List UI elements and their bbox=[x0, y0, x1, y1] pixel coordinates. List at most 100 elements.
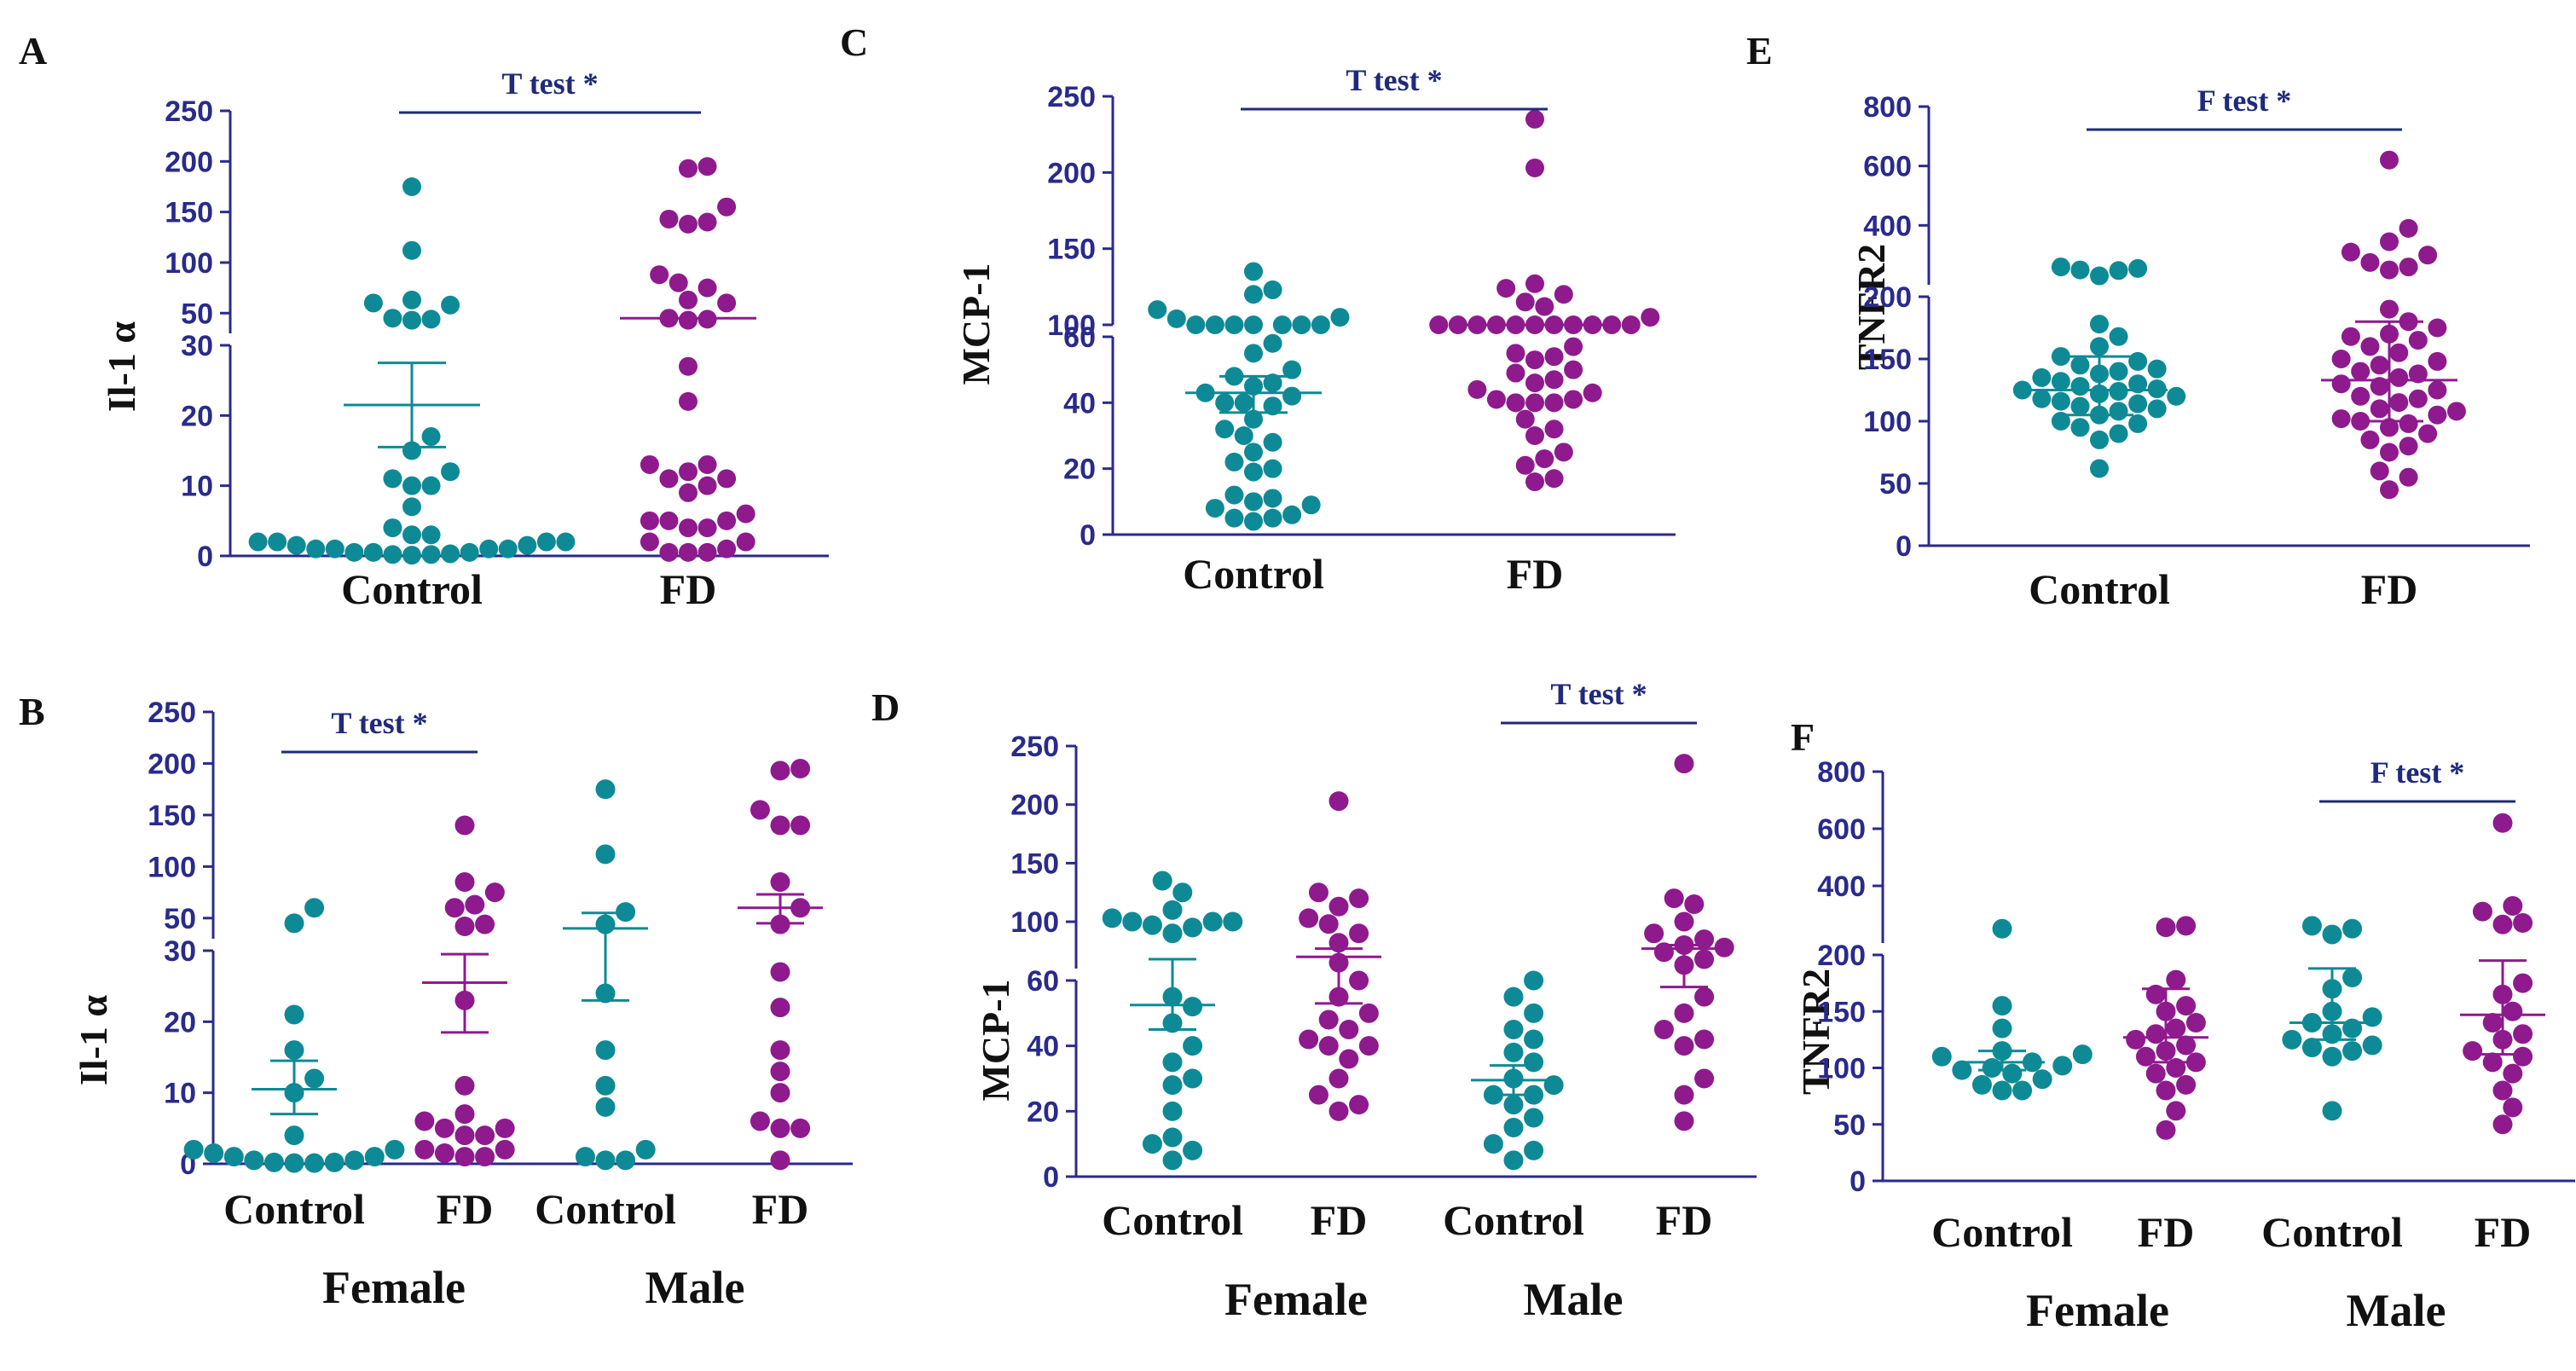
y-tick-label: 50 bbox=[1833, 1109, 1866, 1142]
data-point bbox=[2380, 232, 2399, 252]
data-point bbox=[2176, 996, 2197, 1016]
data-point bbox=[790, 1118, 811, 1138]
data-point bbox=[479, 539, 499, 558]
data-point bbox=[1503, 1042, 1524, 1062]
data-point bbox=[635, 1139, 656, 1160]
data-point bbox=[1524, 1052, 1544, 1073]
data-point bbox=[1142, 1134, 1162, 1154]
y-tick-label: 0 bbox=[197, 541, 213, 573]
data-point bbox=[1544, 393, 1564, 413]
data-point bbox=[495, 1139, 515, 1160]
data-point bbox=[1467, 379, 1487, 399]
y-axis-label: MCP-1 bbox=[974, 979, 1017, 1101]
panel-F: F TNFR2 0 50 100 150 200 400 600 800 Control FD Cont… bbox=[1791, 715, 2575, 1336]
y-tick-label: 250 bbox=[148, 697, 196, 729]
data-point bbox=[402, 240, 421, 260]
data-point bbox=[2513, 1024, 2533, 1044]
data-point bbox=[1311, 315, 1330, 334]
data-point bbox=[1506, 363, 1525, 383]
data-point bbox=[1244, 285, 1263, 304]
panel-letter: A bbox=[19, 29, 47, 72]
data-point bbox=[679, 483, 698, 502]
x-tick-label: Control bbox=[1102, 1196, 1243, 1244]
data-point bbox=[1674, 1085, 1694, 1105]
data-point bbox=[2341, 327, 2360, 346]
x-tick-label: FD bbox=[1507, 550, 1564, 598]
data-point bbox=[402, 290, 421, 309]
data-point bbox=[1318, 1009, 1339, 1030]
data-point bbox=[1524, 1108, 1544, 1128]
data-point bbox=[1992, 918, 2012, 939]
y-tick-label: 100 bbox=[1817, 1053, 1866, 1085]
data-point bbox=[1301, 495, 1321, 515]
data-point bbox=[454, 916, 475, 936]
data-point bbox=[1263, 432, 1282, 452]
data-point bbox=[1308, 882, 1329, 903]
significance-label: F test * bbox=[2197, 84, 2292, 118]
data-point bbox=[2002, 1063, 2023, 1084]
data-point bbox=[304, 1068, 325, 1089]
data-point bbox=[475, 914, 495, 934]
data-point bbox=[1244, 462, 1263, 482]
data-point bbox=[2380, 299, 2399, 319]
data-point bbox=[1503, 986, 1524, 1007]
data-point bbox=[1515, 409, 1535, 429]
data-point bbox=[2482, 1013, 2503, 1033]
panel-E: E TNFR2 0 50 100 150 200 400 600 800 Control FD F te… bbox=[1746, 29, 2530, 613]
data-point bbox=[1525, 373, 1544, 393]
data-point bbox=[2070, 396, 2090, 416]
y-tick-label: 100 bbox=[1010, 906, 1059, 939]
data-point bbox=[2331, 374, 2351, 394]
data-point bbox=[284, 1040, 304, 1061]
data-point bbox=[2032, 1069, 2052, 1090]
x-tick-label: FD bbox=[660, 565, 717, 613]
panel-D: D MCP-1 0 20 40 60 100 150 200 250 Control FD Contro… bbox=[871, 677, 1757, 1325]
data-point bbox=[454, 1104, 475, 1125]
data-point bbox=[223, 1147, 244, 1167]
group-control bbox=[248, 176, 576, 565]
data-point bbox=[1525, 350, 1544, 370]
x-tick-label: Control bbox=[535, 1185, 676, 1233]
data-point bbox=[1162, 1101, 1183, 1121]
data-point bbox=[2166, 969, 2186, 990]
data-point bbox=[2051, 412, 2070, 431]
data-point bbox=[475, 1147, 495, 1167]
data-point bbox=[679, 159, 698, 178]
data-point bbox=[2282, 1029, 2302, 1050]
y-tick-label: 150 bbox=[1047, 234, 1096, 266]
data-point bbox=[484, 882, 505, 903]
data-point bbox=[1641, 308, 1660, 327]
data-point bbox=[383, 518, 402, 538]
y-tick-label: 150 bbox=[1010, 847, 1059, 880]
data-point bbox=[284, 1153, 304, 1173]
y-tick-label: 20 bbox=[181, 400, 213, 432]
data-point bbox=[1483, 1134, 1503, 1154]
data-point bbox=[1602, 315, 1622, 334]
y-tick-label: 200 bbox=[148, 748, 196, 780]
group-label: Female bbox=[322, 1262, 466, 1313]
data-point bbox=[2032, 367, 2052, 387]
data-point bbox=[575, 1147, 595, 1167]
data-point bbox=[2128, 394, 2148, 414]
data-point bbox=[2156, 1119, 2176, 1140]
y-tick-label: 200 bbox=[1863, 281, 1912, 314]
data-point bbox=[2503, 1097, 2523, 1118]
y-tick-label: 200 bbox=[1817, 940, 1866, 972]
data-point bbox=[2428, 380, 2447, 400]
y-tick-label: 0 bbox=[1896, 530, 1912, 563]
data-point bbox=[325, 539, 344, 558]
data-point bbox=[263, 1152, 284, 1172]
data-point bbox=[2109, 327, 2128, 346]
y-axis-label: TNFR2 bbox=[1794, 969, 1838, 1095]
data-point bbox=[183, 1139, 204, 1160]
data-point bbox=[363, 542, 383, 562]
data-point bbox=[444, 898, 465, 918]
data-point bbox=[1263, 280, 1282, 299]
data-point bbox=[1674, 1111, 1694, 1131]
data-point bbox=[2380, 260, 2399, 280]
y-tick-label: 100 bbox=[1047, 309, 1096, 342]
data-point bbox=[306, 539, 326, 558]
group-control bbox=[2012, 257, 2186, 478]
data-point bbox=[736, 532, 755, 552]
